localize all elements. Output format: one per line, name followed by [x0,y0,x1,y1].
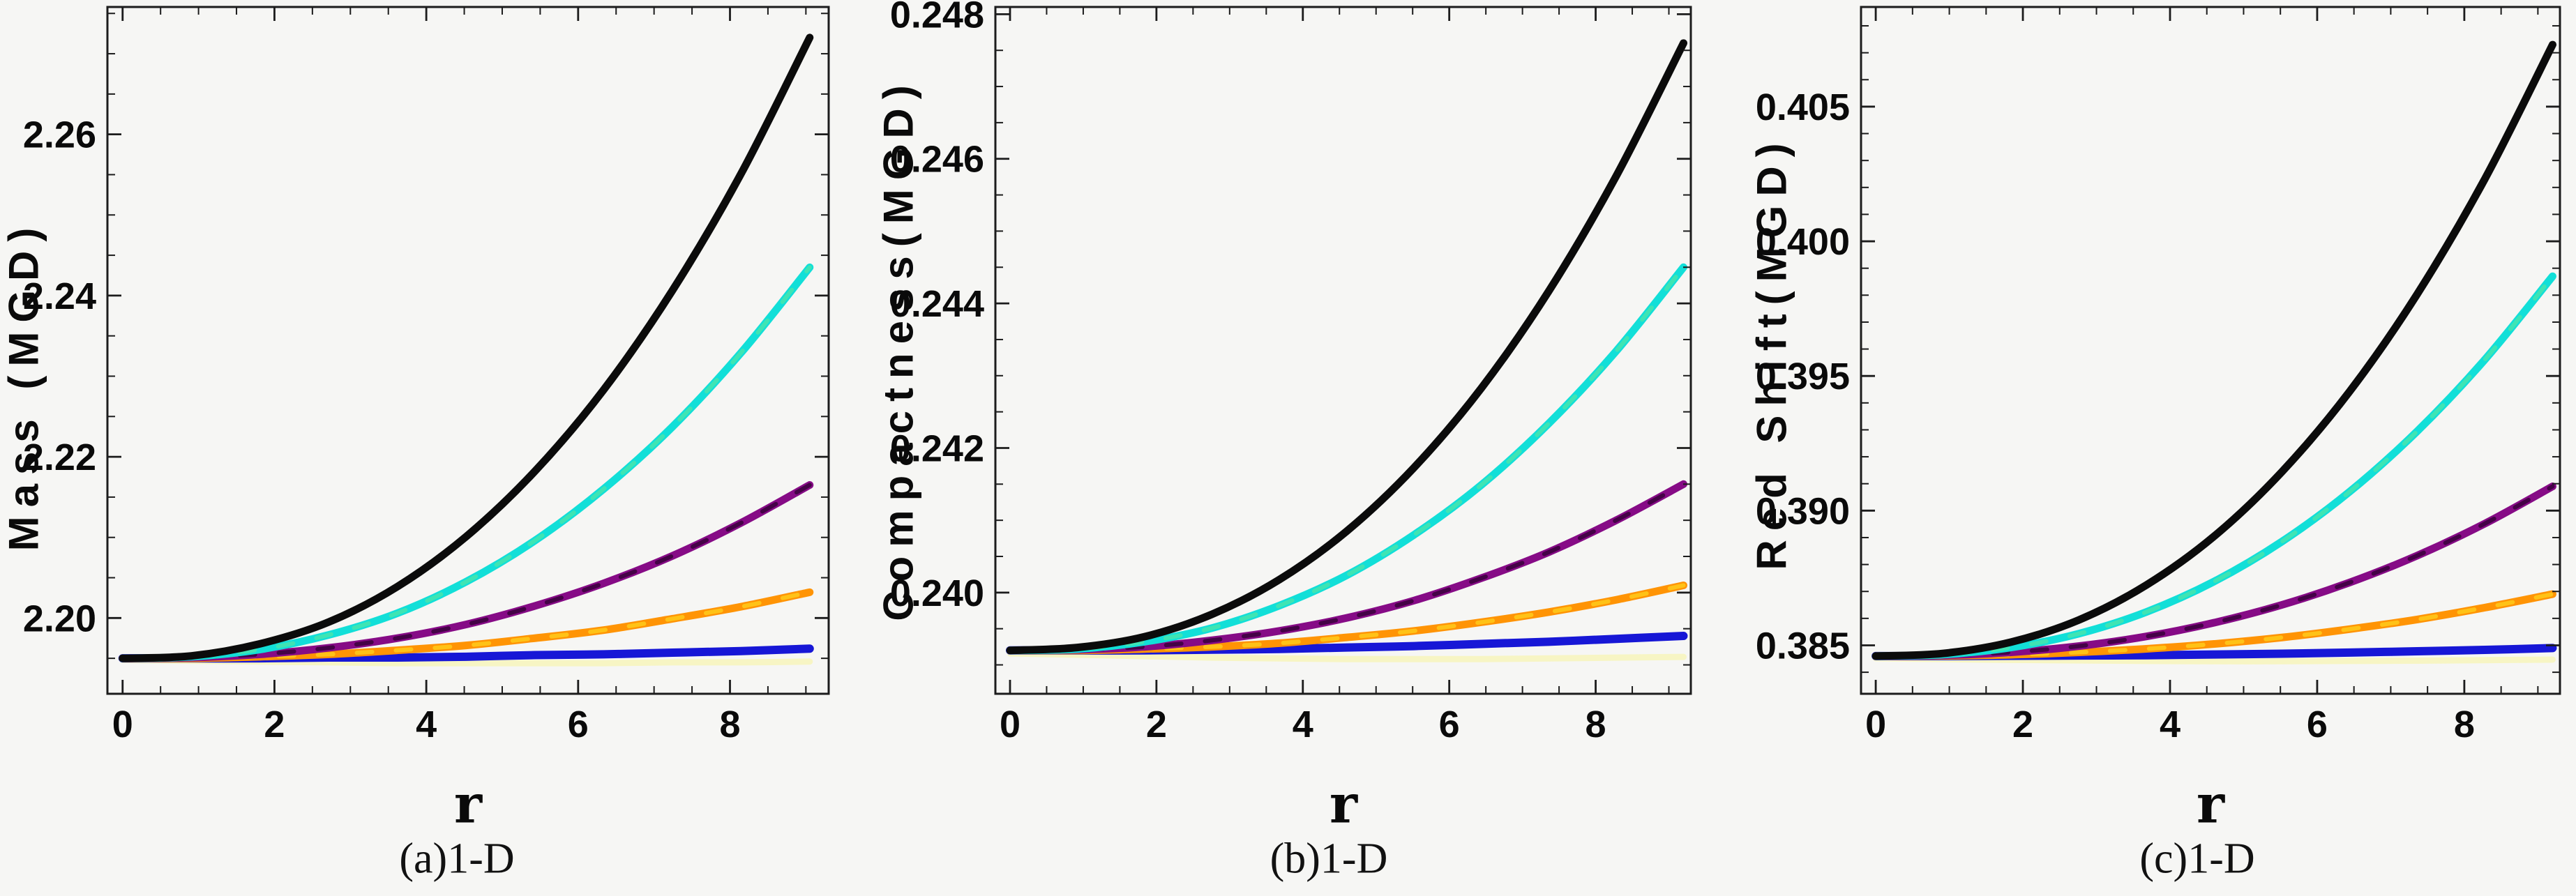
y-tick-label: 2.22 [23,436,96,478]
x-axis-title-r-a: r [453,773,483,835]
x-tick-label: 8 [719,704,740,745]
x-tick-label: 4 [416,704,437,745]
plot-panel-(b)1-D: 0 2 4 6 8 0.240 0.242 0.244 0.246 0.248 [890,0,1692,745]
black-curve [1006,39,1688,655]
y-tick-label: 0.405 [1756,86,1850,128]
y-tick-label: 0.395 [1756,356,1850,397]
panel-caption-c: (c)1-D [2139,835,2255,883]
black-curve [1871,40,2556,660]
x-axis-title-r-c: r [2196,773,2225,835]
plot-panel-(a)1-D: 0 2 4 6 8 2.20 2.22 2.24 2.26 [23,6,830,745]
plot-frame [106,6,830,695]
y-tick-label: 0.240 [890,572,984,614]
x-tick-label: 2 [264,704,285,745]
y-axis-title-redshift: Red Shift(MGD) [1748,134,1795,570]
plot-frame [1860,6,2561,695]
y-tick-label: 0.390 [1756,490,1850,532]
y-tick-label: 0.244 [890,283,984,325]
x-tick-label: 4 [1293,704,1313,745]
cyan-curve-texture [120,265,812,661]
pale-yellow-curve [1007,650,1687,662]
x-tick-label: 6 [568,704,589,745]
plot-panel-(c)1-D: 0 2 4 6 8 0.385 0.390 0.395 0.400 0.405 [1756,6,2561,745]
y-tick-label: 0.385 [1756,625,1850,667]
y-tick-label: 2.26 [23,114,96,156]
y-tick-label: 0.242 [890,427,984,469]
black-curve [119,33,814,662]
x-tick-label: 2 [1146,704,1167,745]
plot-frame [994,6,1692,695]
panel-caption-a: (a)1-D [399,835,515,883]
cyan-curve-texture [1874,274,2555,658]
y-tick-label: 2.20 [23,598,96,639]
y-tick-label: 0.246 [890,139,984,181]
orange-curve-texture [1007,583,1686,653]
x-tick-label: 8 [2454,704,2475,745]
x-tick-label: 2 [2012,704,2033,745]
x-tick-label: 0 [1865,704,1886,745]
x-tick-label: 0 [112,704,133,745]
x-tick-label: 6 [1439,704,1460,745]
x-tick-label: 0 [1000,704,1020,745]
panel-caption-b: (b)1-D [1270,835,1388,883]
y-axis-title-mass: Mass (MGD) [0,218,47,552]
x-axis-title-r-b: r [1329,773,1358,835]
y-tick-label: 0.400 [1756,221,1850,263]
y-tick-label: 2.24 [23,275,96,317]
cyan-curve-texture [1007,265,1686,653]
y-tick-label: 0.248 [890,0,984,36]
y-axis-title-compactness: Compactness(MGD) [875,76,922,621]
x-tick-label: 8 [1585,704,1606,745]
x-tick-label: 4 [2160,704,2180,745]
x-tick-label: 6 [2307,704,2328,745]
